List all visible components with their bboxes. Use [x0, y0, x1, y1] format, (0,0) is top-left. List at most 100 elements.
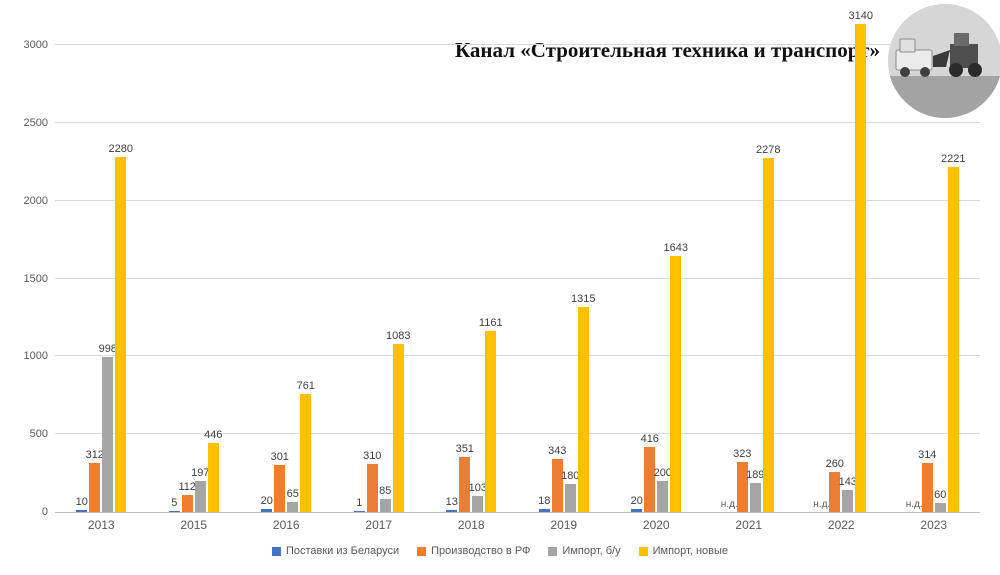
bar: 998	[99, 343, 117, 512]
value-label: 85	[379, 485, 392, 497]
bar: 1315	[571, 293, 595, 512]
value-label: 1	[356, 497, 363, 509]
bar: 10	[76, 496, 88, 512]
value-label: 3140	[848, 10, 873, 22]
bar: 1083	[386, 330, 410, 512]
equipment-photo-graphic	[888, 4, 1000, 118]
value-label: 197	[191, 467, 210, 479]
bar-group: 5 112 197 446	[148, 22, 241, 512]
legend-swatch	[417, 546, 427, 556]
bar: 2280	[109, 143, 133, 512]
value-label: 200	[653, 467, 672, 479]
bar: 416	[641, 433, 659, 512]
value-label: 143	[838, 476, 857, 488]
bar: 761	[297, 380, 315, 512]
bar: 1161	[479, 317, 503, 512]
gridline	[55, 433, 980, 435]
bar: 323	[733, 448, 751, 512]
value-label: 10	[75, 496, 88, 508]
bar: 189	[746, 469, 764, 512]
value-label: 416	[640, 433, 659, 445]
value-label: 260	[825, 458, 844, 470]
value-label: 446	[204, 429, 223, 441]
bar-group: н.д. 314 60 2221	[888, 22, 981, 512]
plot-area: 10 312 998 2280 5 112 197 446 20 301 65 761 1 310 85 10…	[55, 10, 981, 513]
value-label: 312	[85, 449, 104, 461]
value-label: 1083	[386, 330, 411, 342]
y-tick-label: 1500	[23, 272, 48, 285]
value-label: 20	[630, 495, 643, 507]
x-tick-label: 2017	[365, 518, 393, 532]
bar-group: 13 351 103 1161	[425, 22, 518, 512]
y-axis-labels: 0 500 1000 1500 2000 2500 3000	[0, 22, 48, 518]
bar: 200	[654, 467, 672, 512]
bar: 13	[446, 496, 458, 512]
bar-group: н.д. 260 143 3140	[795, 10, 888, 512]
bar: 65	[287, 488, 299, 512]
bar: 18	[538, 495, 550, 512]
x-tick-label: 2022	[827, 518, 855, 532]
value-label: 2278	[756, 144, 781, 156]
legend-label: Импорт, б/у	[562, 545, 621, 557]
value-label: 65	[286, 488, 299, 500]
bar: 20	[261, 495, 273, 512]
x-tick-label: 2021	[735, 518, 763, 532]
value-label: 180	[561, 470, 580, 482]
x-tick-label: 2023	[920, 518, 948, 532]
y-tick-label: 2000	[23, 194, 48, 207]
bar: 343	[548, 445, 566, 512]
bar: 1	[353, 497, 365, 512]
bar: 2221	[941, 153, 965, 512]
bar-group: 20 301 65 761	[240, 22, 333, 512]
value-label: 103	[468, 482, 487, 494]
bar: 20	[631, 495, 643, 512]
value-label: 20	[260, 495, 273, 507]
bar: 197	[191, 467, 209, 512]
legend-item: Поставки из Беларуси	[271, 545, 400, 557]
gridline	[55, 122, 980, 124]
x-tick-label: 2018	[457, 518, 485, 532]
value-label: 13	[445, 496, 458, 508]
value-label: 998	[98, 343, 117, 355]
x-axis-labels: 2013 2015 2016 2017 2018 2019 2020 2021 2022 2023	[55, 518, 980, 532]
value-label: 1161	[478, 317, 503, 329]
legend-item: Импорт, б/у	[548, 545, 621, 557]
bar: 314	[918, 449, 936, 512]
bar: 60	[934, 489, 946, 512]
y-tick-label: 2500	[23, 117, 48, 130]
bar: 143	[839, 476, 857, 512]
legend-label: Поставки из Беларуси	[285, 545, 400, 557]
legend-item: Импорт, новые	[638, 545, 729, 557]
bar-group: н.д. 323 189 2278	[703, 22, 796, 512]
gridline	[55, 199, 980, 201]
bar: 3140	[849, 10, 873, 512]
value-label: 18	[538, 495, 551, 507]
x-tick-label: 2019	[550, 518, 578, 532]
gridline	[55, 277, 980, 279]
bar: 351	[456, 443, 474, 512]
y-tick-label: 1000	[23, 350, 48, 363]
bar: 301	[271, 451, 289, 512]
bar: 103	[469, 482, 487, 512]
value-label: 2221	[941, 153, 966, 165]
value-label: 2280	[108, 143, 133, 155]
bar-group: 1 310 85 1083	[333, 22, 426, 512]
value-label: 5	[171, 497, 178, 509]
value-label: 1315	[571, 293, 596, 305]
value-label: 1643	[663, 242, 688, 254]
value-label: 761	[296, 380, 315, 392]
legend-swatch	[271, 546, 281, 556]
bar: 2278	[756, 144, 780, 512]
value-label: 189	[746, 469, 765, 481]
bar: 310	[363, 450, 381, 512]
x-tick-label: 2020	[642, 518, 670, 532]
value-label: 310	[363, 450, 382, 462]
value-label: 301	[270, 451, 289, 463]
gridline	[55, 44, 980, 46]
legend-swatch	[638, 546, 648, 556]
value-label: 323	[733, 448, 752, 460]
bar-group: 20 416 200 1643	[610, 22, 703, 512]
legend-label: Импорт, новые	[652, 545, 729, 557]
chart-title: Канал «Строительная техника и транспорт»	[454, 38, 880, 62]
